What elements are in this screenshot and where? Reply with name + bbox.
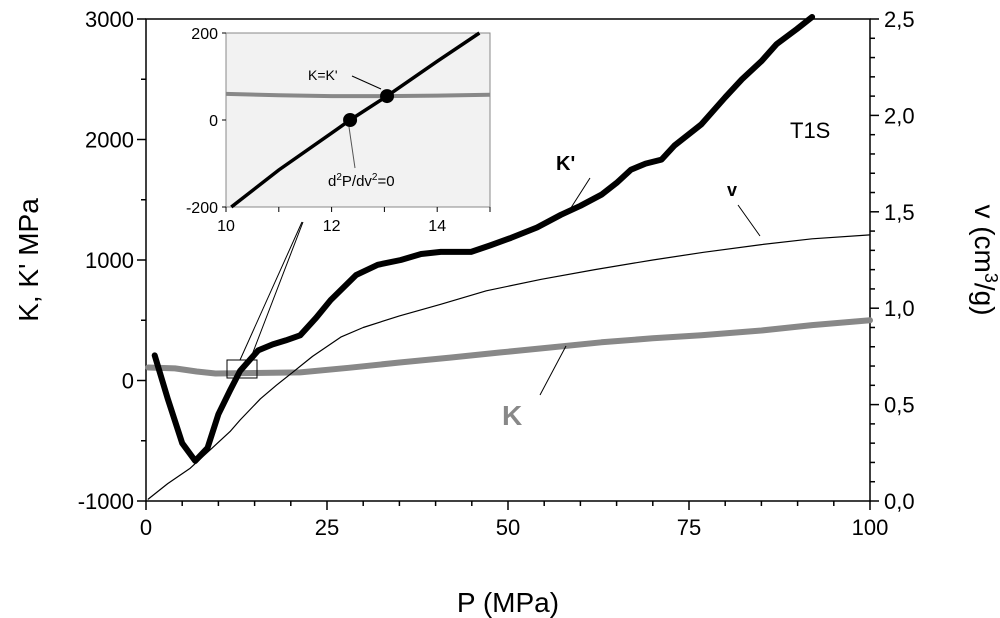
- label-kprime: K': [556, 153, 575, 175]
- y2-tick-label: 0,0: [884, 489, 915, 514]
- series-k: [145, 317, 873, 377]
- inset-annotation-k-equals-kprime: K=K': [308, 67, 338, 83]
- annotation-line: [348, 126, 356, 169]
- inset-y-tick-label: 0: [209, 113, 218, 130]
- x-tick-label: 75: [677, 515, 701, 540]
- y2-tick-label: 1,0: [884, 296, 915, 321]
- inset-x-tick-label: 14: [428, 218, 446, 235]
- series-kprime: [151, 14, 816, 464]
- x-tick-label: 100: [852, 515, 889, 540]
- arrow-v: [737, 204, 761, 237]
- x-axis-label: P (MPa): [457, 587, 559, 618]
- connector-line: [249, 221, 304, 361]
- inset-x-tick-label: 12: [323, 218, 341, 235]
- y-tick-label: -1000: [78, 489, 134, 514]
- y2-tick-label: 1,5: [884, 200, 915, 225]
- y2-axis-label: v (cm3/g): [969, 204, 1000, 315]
- label-v: v: [727, 180, 737, 200]
- inset-series-k: [225, 91, 491, 99]
- arrow-kprime: [566, 177, 591, 215]
- y2-tick-label: 0,5: [884, 393, 915, 418]
- connector-line: [239, 221, 303, 361]
- series-v: [147, 234, 871, 500]
- y-tick-label: 3000: [85, 7, 134, 32]
- y-axis-label: K, K' MPa: [13, 198, 44, 322]
- x-tick-label: 25: [315, 515, 339, 540]
- zoom-region-box: [226, 359, 258, 379]
- y2-tick-label: 2,0: [884, 103, 915, 128]
- label-k: K: [502, 400, 522, 431]
- inset-y-tick-label: 200: [191, 26, 218, 43]
- x-tick-label: 50: [496, 515, 520, 540]
- inset-y-tick-label: -200: [186, 200, 218, 217]
- inset-marker: [343, 113, 358, 127]
- y-tick-label: 2000: [85, 128, 134, 153]
- arrow-k: [539, 345, 567, 396]
- inset-marker: [380, 89, 395, 104]
- y-tick-label: 0: [122, 369, 134, 394]
- annotation-arrow: [351, 75, 382, 90]
- inset-annotation-inflection: d2P/dv2=0: [328, 172, 395, 190]
- chart-title: T1S: [790, 118, 830, 143]
- y2-tick-label: 2,5: [884, 7, 915, 32]
- inset-x-tick-label: 10: [217, 218, 235, 235]
- x-tick-label: 0: [140, 515, 152, 540]
- y-tick-label: 1000: [85, 248, 134, 273]
